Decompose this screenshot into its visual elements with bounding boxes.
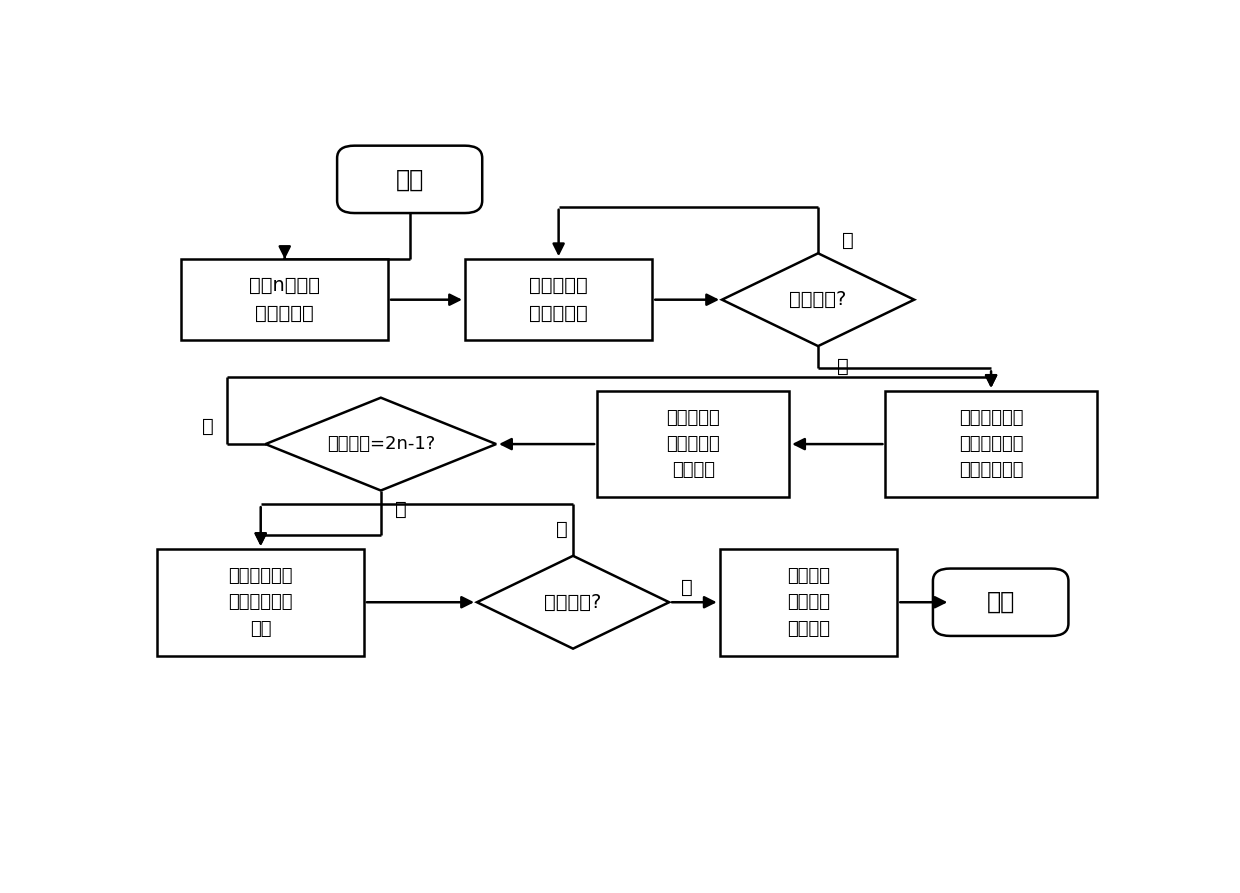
Text: 否: 否 xyxy=(842,231,854,250)
Text: 排序完成?: 排序完成? xyxy=(790,290,847,309)
Bar xyxy=(465,259,652,340)
Bar xyxy=(598,391,790,497)
Text: 是: 是 xyxy=(681,578,692,597)
Text: 对叶子结点
权重值排序: 对叶子结点 权重值排序 xyxy=(529,276,588,323)
Text: 是: 是 xyxy=(396,500,407,519)
Bar xyxy=(719,549,898,655)
Text: 是: 是 xyxy=(837,357,849,376)
Polygon shape xyxy=(722,254,914,346)
Text: 开始: 开始 xyxy=(396,167,424,191)
FancyBboxPatch shape xyxy=(932,569,1069,636)
Text: 否: 否 xyxy=(202,417,213,437)
Text: 对每个父结点
的左、右结点
编码: 对每个父结点 的左、右结点 编码 xyxy=(228,567,293,638)
FancyBboxPatch shape xyxy=(337,146,482,213)
Bar xyxy=(157,549,365,655)
Bar xyxy=(885,391,1096,497)
Polygon shape xyxy=(477,555,670,648)
Text: 用两个结点
生成一个新
的父结点: 用两个结点 生成一个新 的父结点 xyxy=(666,409,720,480)
Text: 从剩余结点中
找出权重值最
小的两个结点: 从剩余结点中 找出权重值最 小的两个结点 xyxy=(959,409,1023,480)
Text: 总结点数=2n-1?: 总结点数=2n-1? xyxy=(326,435,435,453)
Text: 结束: 结束 xyxy=(987,590,1014,614)
Text: 输入n个叶子
结点权重值: 输入n个叶子 结点权重值 xyxy=(249,276,320,323)
Text: 取出叶子
结点的哈
夫曼编码: 取出叶子 结点的哈 夫曼编码 xyxy=(787,567,830,638)
Bar xyxy=(181,259,388,340)
Text: 否: 否 xyxy=(557,521,568,539)
Polygon shape xyxy=(265,397,496,490)
Text: 编码完成?: 编码完成? xyxy=(544,593,601,612)
